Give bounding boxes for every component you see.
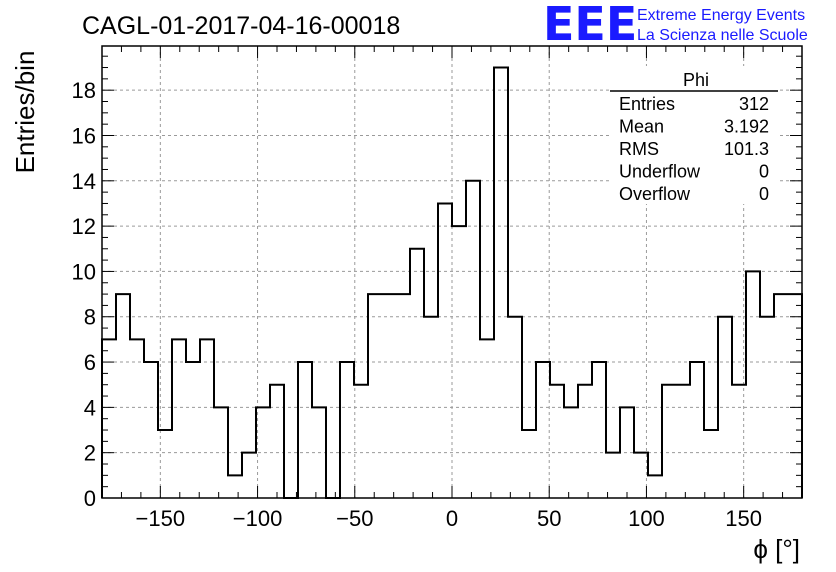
x-tick-label: −50 — [336, 506, 373, 531]
histogram-bin — [634, 453, 648, 498]
histogram-bin — [522, 430, 536, 498]
stats-label: Underflow — [619, 162, 701, 182]
histogram-bin — [592, 362, 606, 498]
histogram-bin — [648, 475, 662, 498]
histogram-bin — [704, 430, 718, 498]
histogram-bin — [368, 294, 382, 498]
chart-title: CAGL-01-2017-04-16-00018 — [82, 12, 400, 40]
y-tick-label: 18 — [72, 78, 96, 103]
histogram-bin — [144, 362, 158, 498]
stats-value: 101.3 — [724, 139, 769, 159]
y-tick-label: 6 — [84, 350, 96, 375]
x-tick-label: 50 — [537, 506, 561, 531]
y-tick-label: 12 — [72, 214, 96, 239]
histogram-bin — [438, 203, 452, 498]
histogram-bin — [578, 385, 592, 498]
histogram-bin — [774, 294, 788, 498]
stats-value: 0 — [759, 184, 769, 204]
y-tick-label: 4 — [84, 395, 96, 420]
stats-label: RMS — [619, 139, 659, 159]
histogram-bin — [480, 339, 494, 498]
histogram-bin — [116, 294, 130, 498]
histogram-bin — [662, 385, 676, 498]
x-tick-label: −150 — [136, 506, 186, 531]
stats-value: 3.192 — [724, 117, 769, 137]
logo-line-1: Extreme Energy Events — [637, 7, 805, 24]
x-tick-label: 100 — [628, 506, 665, 531]
histogram-bin — [466, 181, 480, 498]
stats-value: 0 — [759, 162, 769, 182]
histogram-bin — [396, 294, 410, 498]
histogram-bin — [354, 385, 368, 498]
logo-line-2: La Scienza nelle Scuole — [637, 27, 808, 44]
stats-box-background — [610, 66, 778, 204]
stats-title: Phi — [683, 70, 709, 90]
histogram-bin — [270, 385, 284, 498]
stats-value: 312 — [739, 94, 769, 114]
histogram-bin — [410, 249, 424, 498]
y-tick-label: 2 — [84, 441, 96, 466]
y-tick-label: 10 — [72, 259, 96, 284]
histogram-bin — [228, 475, 242, 498]
histogram-bin — [606, 453, 620, 498]
x-tick-label: −100 — [233, 506, 283, 531]
stats-label: Entries — [619, 94, 675, 114]
x-axis-label: ϕ [°] — [753, 534, 800, 564]
eee-logo: EEE — [543, 0, 637, 51]
histogram-bars — [101, 66, 803, 499]
x-tick-label: 0 — [446, 506, 458, 531]
histogram-bin — [746, 271, 760, 498]
y-tick-label: 16 — [72, 123, 96, 148]
stats-label: Mean — [619, 117, 664, 137]
y-tick-label: 14 — [72, 169, 96, 194]
histogram-bin — [494, 68, 508, 498]
y-tick-label: 0 — [84, 486, 96, 511]
histogram-bin — [130, 339, 144, 498]
histogram-bin — [200, 339, 214, 498]
histogram-bin — [382, 294, 396, 498]
y-axis-label: Entries/bin — [10, 51, 40, 174]
histogram-outline — [101, 66, 803, 499]
stats-box: Phi Entries 312 Mean 3.192 RMS 101.3 Underflow 0… — [610, 66, 778, 204]
y-tick-label: 8 — [84, 305, 96, 330]
stats-label: Overflow — [619, 184, 691, 204]
histogram-bin — [676, 385, 690, 498]
axes: −150 −100 −50 0 50 100 150 0 2 4 6 8 10 12 14 16 18 — [72, 45, 803, 531]
x-tick-label: 150 — [725, 506, 762, 531]
histogram-bin — [242, 453, 256, 498]
histogram-bin — [186, 362, 200, 498]
histogram-bin — [536, 362, 550, 498]
histogram-bin — [172, 339, 186, 498]
histogram-bin — [298, 362, 312, 498]
histogram-bin — [690, 362, 704, 498]
histogram-bin — [550, 385, 564, 498]
histogram-bin — [340, 362, 354, 498]
